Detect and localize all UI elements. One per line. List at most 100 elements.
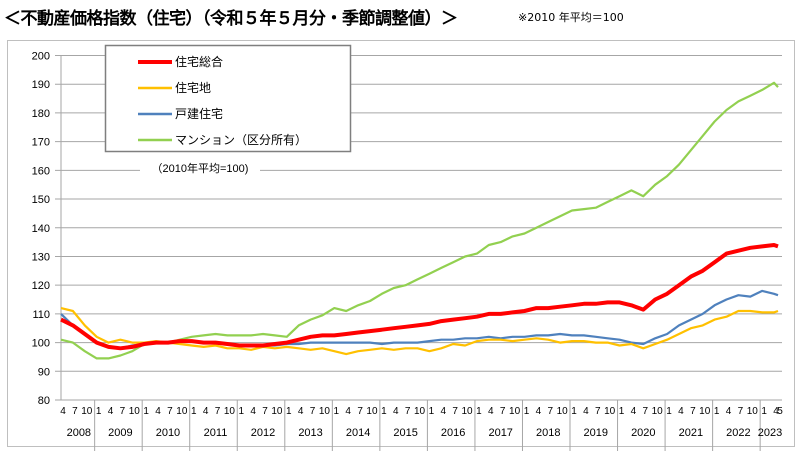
month-tick-label: 4 [393,406,399,417]
year-label: 2023 [758,427,782,439]
legend-item: 住宅総合 [138,54,223,69]
legend-label: 住宅総合 [175,54,223,69]
month-tick-label: 10 [747,406,759,417]
month-tick-label: 7 [595,406,601,417]
month-tick-label: 7 [547,406,553,417]
month-tick-label: 1 [381,406,387,417]
month-tick-label: 10 [129,406,141,417]
y-tick-label: 90 [38,366,50,378]
year-label: 2018 [536,427,560,439]
legend-label: 戸建住宅 [175,106,223,121]
month-tick-label: 10 [176,406,188,417]
month-tick-label: 4 [108,406,114,417]
month-tick-label: 1 [191,406,197,417]
month-tick-label: 4 [726,406,732,417]
month-tick-label: 10 [271,406,283,417]
month-tick-label: 4 [631,406,637,417]
year-label: 2019 [584,427,608,439]
month-tick-label: 7 [405,406,411,417]
y-tick-label: 130 [32,251,50,263]
y-tick-label: 190 [32,79,50,91]
month-tick-label: 10 [604,406,616,417]
month-tick-label: 10 [319,406,331,417]
year-label: 2016 [441,427,465,439]
legend-item: マンション（区分所有） [138,133,307,147]
month-tick-label: 7 [72,406,78,417]
month-tick-label: 1 [666,406,672,417]
month-tick-label: 4 [536,406,542,417]
month-tick-label: 1 [286,406,292,417]
year-label: 2008 [67,427,91,439]
month-tick-label: 1 [476,406,482,417]
month-tick-label: 7 [120,406,126,417]
month-tick-label: 4 [298,406,304,417]
y-tick-label: 200 [32,51,50,63]
month-tick-label: 4 [678,406,684,417]
y-tick-label: 160 [32,165,50,177]
month-tick-label: 1 [334,406,340,417]
y-axis-labels: 80 90 100 110 120 130 140 150 160 170 180 190 200 [32,51,50,408]
month-tick-label: 4 [441,406,447,417]
y-tick-label: 80 [38,395,50,407]
month-tick-label: 10 [509,406,521,417]
base-year-note: ※2010 年平均＝100 [518,11,624,24]
month-tick-label: 7 [167,406,173,417]
year-label: 2010 [156,427,180,439]
month-tick-label: 1 [619,406,625,417]
month-tick-label: 10 [414,406,426,417]
month-tick-label: 1 [571,406,577,417]
month-tick-label: 10 [699,406,711,417]
series-lines [60,81,779,360]
month-tick-label: 1 [524,406,530,417]
month-tick-label: 10 [652,406,664,417]
month-tick-label: 7 [215,406,221,417]
month-tick-label: 4 [345,406,351,417]
month-tick-label: 7 [643,406,649,417]
month-tick-label: 4 [155,406,161,417]
year-label: 2011 [204,427,228,439]
month-tick-label: 7 [310,406,316,417]
month-tick-label: 10 [81,406,93,417]
month-tick-label: 4 [203,406,209,417]
year-label: 2012 [251,427,275,439]
series-line-1 [60,307,779,356]
month-tick-label: 4 [60,406,66,417]
year-label: 2020 [631,427,655,439]
month-tick-label: 4 [250,406,256,417]
legend-item: 住宅地 [138,80,211,95]
month-tick-label: 7 [357,406,363,417]
month-tick-label: 7 [452,406,458,417]
month-tick-label: 1 [714,406,720,417]
y-tick-label: 100 [32,338,50,350]
month-tick-label: 10 [461,406,473,417]
month-tick-label: 1 [96,406,102,417]
month-tick-label: 1 [238,406,244,417]
month-tick-label: 1 [761,406,767,417]
page-title: ＜不動産価格指数（住宅）（令和５年５月分・季節調整値）＞ [4,9,458,29]
year-label: 2021 [679,427,703,439]
year-label: 2009 [108,427,132,439]
legend-label: マンション（区分所有） [175,133,307,147]
year-label: 2013 [298,427,322,439]
month-tick-label: 4 [583,406,589,417]
month-tick-label: 7 [690,406,696,417]
month-tick-label: 1 [429,406,435,417]
y-tick-label: 120 [32,280,50,292]
month-tick-label: 7 [500,406,506,417]
month-tick-label: 4 [773,406,779,417]
legend-label: 住宅地 [175,80,211,95]
month-tick-label: 10 [557,406,569,417]
month-tick-label: 5 [777,406,783,417]
legend-item: 戸建住宅 [138,106,223,121]
year-label: 2022 [726,427,750,439]
month-tick-label: 10 [366,406,378,417]
y-tick-label: 110 [32,309,50,321]
year-label: 2015 [393,427,417,439]
y-tick-label: 140 [32,223,50,235]
y-tick-label: 170 [32,137,50,149]
annotation-text: （2010年平均=100) [152,161,249,175]
y-tick-label: 180 [32,108,50,120]
